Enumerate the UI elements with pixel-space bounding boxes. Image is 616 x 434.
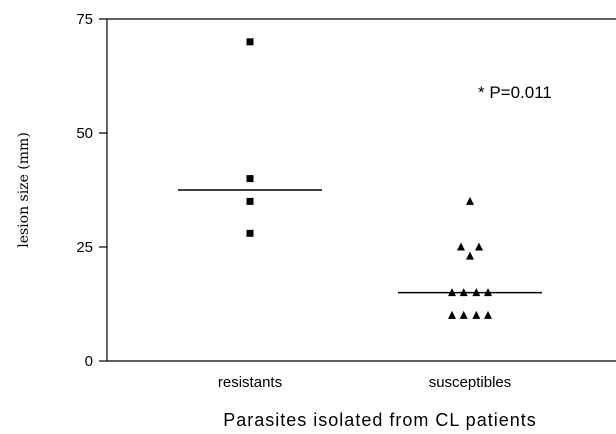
- data-point-square: [246, 38, 254, 46]
- data-point-triangle: [466, 196, 474, 205]
- data-point-triangle: [448, 310, 456, 319]
- data-point-triangle: [457, 242, 465, 251]
- y-axis-title: lesion size (mm): [16, 132, 32, 248]
- data-point-square: [246, 197, 254, 205]
- data-points: [246, 38, 492, 319]
- data-point-triangle: [484, 310, 492, 319]
- y-tick-label: 50: [76, 125, 93, 142]
- y-tick-label: 25: [76, 239, 93, 256]
- x-tick-label: susceptibles: [429, 374, 512, 391]
- y-ticks: 0 25 50 75: [76, 11, 107, 370]
- data-point-triangle: [459, 310, 468, 319]
- data-point-triangle: [472, 310, 481, 319]
- x-ticks: resistants susceptibles: [218, 374, 511, 391]
- p-value-annotation: * P=0.011: [478, 83, 552, 102]
- data-point-square: [246, 175, 254, 183]
- data-point-square: [246, 229, 254, 237]
- data-point-triangle: [475, 242, 483, 251]
- x-tick-label: resistants: [218, 374, 282, 391]
- y-tick-label: 0: [85, 353, 93, 370]
- data-point-triangle: [466, 251, 474, 260]
- x-axis-title: Parasites isolated from CL patients: [223, 410, 536, 430]
- y-tick-label: 75: [76, 11, 93, 28]
- plot-area: [106, 18, 616, 362]
- median-lines: [178, 189, 542, 294]
